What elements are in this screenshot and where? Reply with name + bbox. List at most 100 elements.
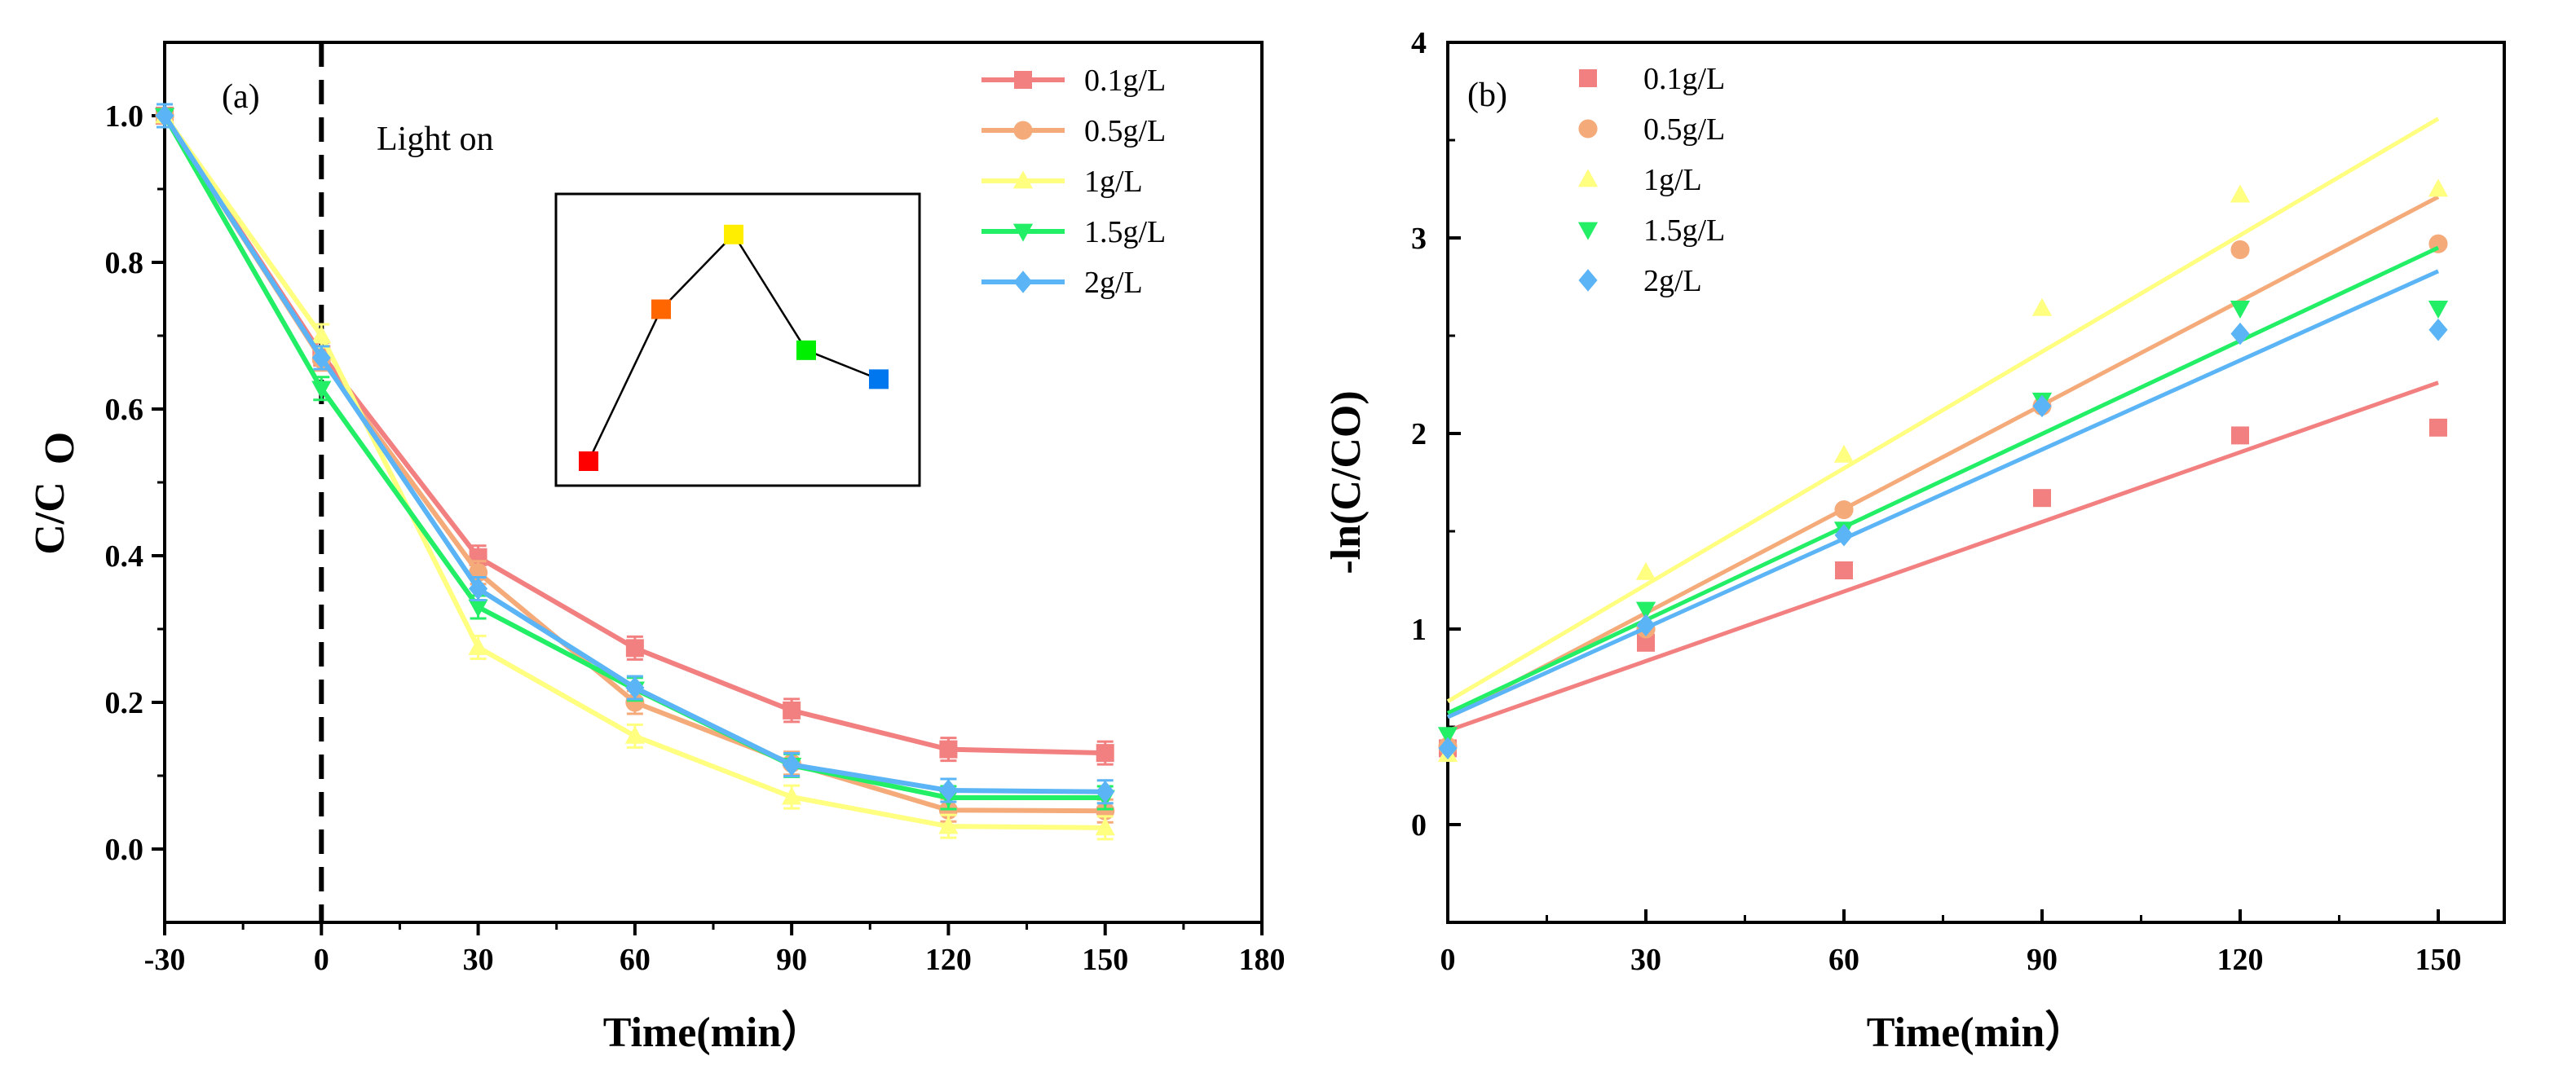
data-point (1635, 561, 1656, 580)
panel-a-chart: -30 0 30 60 90 120 150 180 0.0 0.2 0.4 0.6 0.8 1.0 (a… (27, 41, 1286, 1056)
data-point (311, 346, 331, 369)
data-point (2428, 178, 2449, 197)
panel-b-ylabel: -ln(C/CO) (1323, 390, 1370, 574)
inset-point (651, 299, 671, 319)
data-point (2230, 240, 2250, 259)
data-point (468, 636, 488, 655)
panel-b-xtick-label: 0 (1440, 943, 1456, 977)
legend-label: 1.5g/L (1643, 213, 1725, 248)
panel-a-xtick-label: 30 (463, 943, 494, 977)
data-point (625, 639, 644, 658)
panel-b-chart: 0 30 60 90 120 150 0 1 2 3 4 (b) Time(min） -ln(C/C… (1323, 26, 2506, 1056)
data-point (1833, 444, 1855, 463)
data-point (2429, 418, 2447, 437)
legend-label: 1g/L (1084, 165, 1143, 199)
inset-point (869, 369, 889, 389)
data-point (2033, 489, 2051, 508)
panel-a-ytick-label: 0.8 (105, 246, 144, 280)
panel-a-xtick-label: 60 (620, 943, 651, 977)
data-point (468, 599, 488, 618)
panel-b-label: (b) (1467, 77, 1507, 114)
fit-line (1446, 269, 2440, 719)
data-point (311, 325, 332, 344)
series-b-1g/L (1437, 117, 2449, 762)
data-point (939, 740, 958, 759)
data-point (1637, 633, 1655, 652)
data-point (2428, 319, 2448, 341)
data-point (155, 104, 174, 127)
panel-b-ytick-label: 3 (1411, 222, 1427, 256)
panel-a-ytick-label: 0.2 (105, 686, 144, 720)
data-point (1437, 727, 1458, 746)
data-point (1438, 737, 1458, 760)
panel-a-xlabel: Time(min） (603, 1009, 824, 1056)
legend-marker (1577, 222, 1599, 240)
panel-b-ytick-label: 0 (1411, 808, 1427, 843)
data-point (2428, 301, 2449, 319)
legend-marker (1014, 71, 1032, 89)
legend-marker (1013, 121, 1033, 140)
data-point (624, 725, 645, 744)
panel-b-legend: 0.1g/L 0.5g/L 1g/L 1.5g/L 2g/L (1577, 62, 1725, 298)
legend-label: 2g/L (1643, 264, 1702, 298)
fit-line (1447, 381, 2439, 733)
panel-a-xtick-label: 0 (314, 943, 329, 977)
data-point (2231, 426, 2249, 445)
panel-a-xtick-label: -30 (144, 943, 186, 977)
series-a-2g/L (155, 103, 1115, 805)
panel-b-series (1437, 117, 2449, 762)
legend-marker (1012, 223, 1034, 242)
panel-b-xlabel: Time(min） (1867, 1009, 2088, 1056)
data-point (938, 779, 958, 802)
data-point (2230, 322, 2250, 345)
panel-a-legend: 0.1g/L 0.5g/L 1g/L 1.5g/L 2g/L (981, 64, 1166, 300)
panel-b-xtick-label: 120 (2217, 943, 2264, 977)
panel-a-ytick-label: 0.0 (105, 833, 144, 867)
data-point (1835, 561, 1853, 579)
inset-point (724, 224, 743, 244)
panel-a-ytick-label: 0.6 (105, 393, 144, 427)
series-b-1.5g/L (1437, 245, 2449, 746)
panel-b-xtick-label: 90 (2027, 943, 2058, 977)
series-b-2g/L (1438, 269, 2448, 760)
panel-a-label: (a) (222, 78, 260, 116)
data-point (2032, 394, 2052, 418)
legend-marker (1577, 169, 1599, 187)
legend-label: 0.5g/L (1084, 114, 1166, 148)
data-point (625, 693, 645, 712)
panel-a-xtick-label: 120 (925, 943, 972, 977)
legend-label: 1g/L (1643, 163, 1702, 197)
panel-a-ylabel-sub: O (37, 432, 83, 464)
legend-label: 0.1g/L (1643, 62, 1725, 96)
legend-marker (1012, 170, 1034, 189)
data-point (938, 816, 959, 834)
panel-a-ticks: -30 0 30 60 90 120 150 180 0.0 0.2 0.4 0.6 0.8 1.0 (105, 99, 1286, 977)
data-point (2230, 301, 2251, 319)
legend-label: 2g/L (1084, 266, 1143, 300)
data-point (1834, 524, 1854, 547)
legend-marker (1579, 69, 1597, 87)
series-b-0.1g/L (1439, 381, 2447, 758)
panel-b-xtick-label: 150 (2415, 943, 2462, 977)
panel-a-series (154, 103, 1115, 841)
fit-line (1446, 245, 2440, 715)
legend-label: 0.5g/L (1643, 112, 1725, 147)
panel-b-ytick-label: 4 (1411, 26, 1427, 60)
light-on-annotation: Light on (377, 121, 494, 158)
data-point (625, 676, 645, 699)
panel-b-ytick-label: 1 (1411, 613, 1427, 647)
fit-line (1446, 117, 2440, 703)
legend-marker (1013, 271, 1033, 293)
data-point (2230, 184, 2251, 203)
panel-b-ytick-label: 2 (1411, 417, 1427, 451)
data-point (311, 381, 332, 399)
fit-line (1446, 195, 2440, 719)
data-point (782, 786, 802, 805)
panel-b-xtick-label: 30 (1630, 943, 1661, 977)
panel-a-ylabel: C/C O (27, 432, 83, 555)
data-point (1096, 781, 1115, 803)
legend-marker (1578, 269, 1598, 292)
data-point (783, 701, 801, 719)
data-point (469, 577, 488, 601)
